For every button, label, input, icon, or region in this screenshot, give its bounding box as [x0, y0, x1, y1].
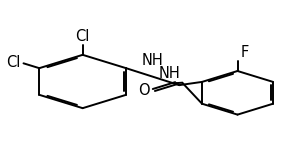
- Text: O: O: [138, 83, 150, 98]
- Text: Cl: Cl: [75, 29, 90, 44]
- Text: NH: NH: [142, 53, 163, 68]
- Text: Cl: Cl: [6, 55, 20, 70]
- Text: NH: NH: [159, 66, 181, 82]
- Text: F: F: [241, 45, 249, 60]
